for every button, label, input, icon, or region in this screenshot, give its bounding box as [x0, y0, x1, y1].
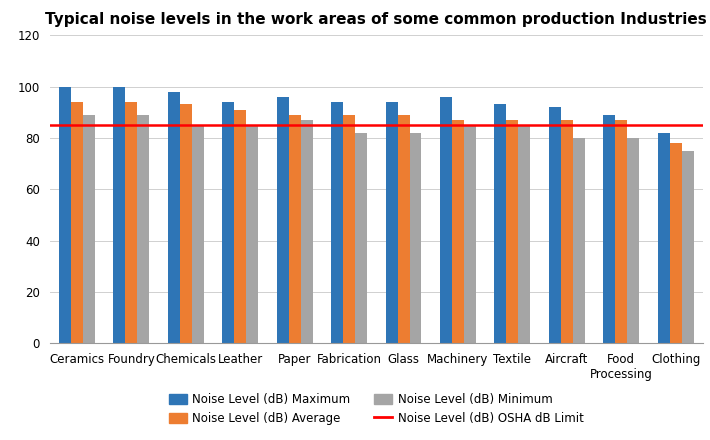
Bar: [386, 102, 398, 343]
Bar: [277, 97, 289, 343]
Bar: [506, 120, 518, 343]
Bar: [289, 115, 300, 343]
Bar: [343, 115, 355, 343]
Bar: [410, 133, 422, 343]
Bar: [137, 115, 149, 343]
Bar: [518, 125, 530, 343]
Legend: Noise Level (dB) Maximum, Noise Level (dB) Average, Noise Level (dB) Minimum, No: Noise Level (dB) Maximum, Noise Level (d…: [164, 389, 589, 430]
Bar: [452, 120, 464, 343]
Bar: [59, 87, 71, 343]
Bar: [398, 115, 410, 343]
Bar: [192, 125, 204, 343]
Bar: [616, 120, 627, 343]
Bar: [126, 102, 137, 343]
Bar: [549, 107, 561, 343]
Bar: [300, 120, 312, 343]
Bar: [168, 92, 180, 343]
Bar: [331, 102, 343, 343]
Bar: [670, 143, 682, 343]
Bar: [561, 120, 573, 343]
Bar: [355, 133, 367, 343]
Bar: [627, 138, 639, 343]
Bar: [222, 102, 234, 343]
Bar: [604, 115, 616, 343]
Bar: [83, 115, 95, 343]
Bar: [573, 138, 585, 343]
Bar: [234, 110, 246, 343]
Bar: [464, 125, 476, 343]
Title: Typical noise levels in the work areas of some common production Industries: Typical noise levels in the work areas o…: [45, 12, 707, 27]
Bar: [114, 87, 126, 343]
Bar: [494, 104, 506, 343]
Bar: [246, 125, 258, 343]
Bar: [71, 102, 83, 343]
Bar: [180, 104, 192, 343]
Bar: [682, 150, 694, 343]
Bar: [657, 133, 670, 343]
Bar: [440, 97, 452, 343]
